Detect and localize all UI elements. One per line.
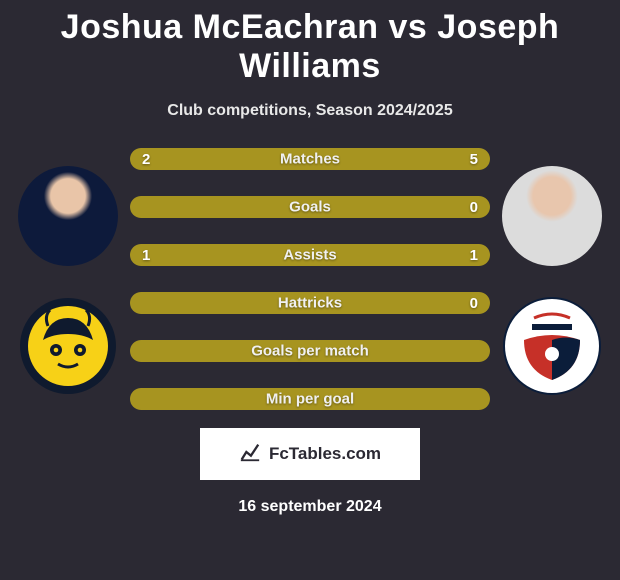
stat-row: 2 Matches 5 (130, 148, 490, 170)
stat-bars: 2 Matches 5 Goals 0 1 Assists 1 Hattrick… (130, 148, 490, 410)
stat-row: 1 Assists 1 (130, 244, 490, 266)
stat-row: Hattricks 0 (130, 292, 490, 314)
stat-right-value: 0 (470, 199, 478, 216)
stat-label: Matches (280, 151, 340, 168)
bristol-city-crest-icon (502, 296, 602, 396)
right-club-crest (502, 296, 602, 396)
brand-text: FcTables.com (269, 444, 381, 464)
stat-left-value: 1 (142, 247, 150, 264)
stat-label: Goals (289, 199, 331, 216)
left-column (18, 166, 118, 396)
stat-label: Hattricks (278, 295, 342, 312)
stat-label: Goals per match (251, 343, 369, 360)
right-player-photo (502, 166, 602, 266)
date-text: 16 september 2024 (0, 498, 620, 516)
left-player-photo (18, 166, 118, 266)
stat-label: Assists (283, 247, 336, 264)
stat-row: Min per goal (130, 388, 490, 410)
stat-row: Goals per match (130, 340, 490, 362)
root: Joshua McEachran vs Joseph Williams Club… (0, 0, 620, 580)
page-title: Joshua McEachran vs Joseph Williams (0, 8, 620, 86)
brand-badge: FcTables.com (200, 428, 420, 480)
left-club-crest (18, 296, 118, 396)
chart-icon (239, 441, 261, 468)
subtitle: Club competitions, Season 2024/2025 (0, 102, 620, 120)
right-column (502, 166, 602, 396)
stat-right-value: 1 (470, 247, 478, 264)
stat-right-value: 5 (470, 151, 478, 168)
stat-left-value: 2 (142, 151, 150, 168)
comparison-grid: 2 Matches 5 Goals 0 1 Assists 1 Hattrick… (0, 148, 620, 410)
stat-label: Min per goal (266, 391, 354, 408)
oxford-crest-icon (18, 296, 118, 396)
stat-right-value: 0 (470, 295, 478, 312)
stat-row: Goals 0 (130, 196, 490, 218)
